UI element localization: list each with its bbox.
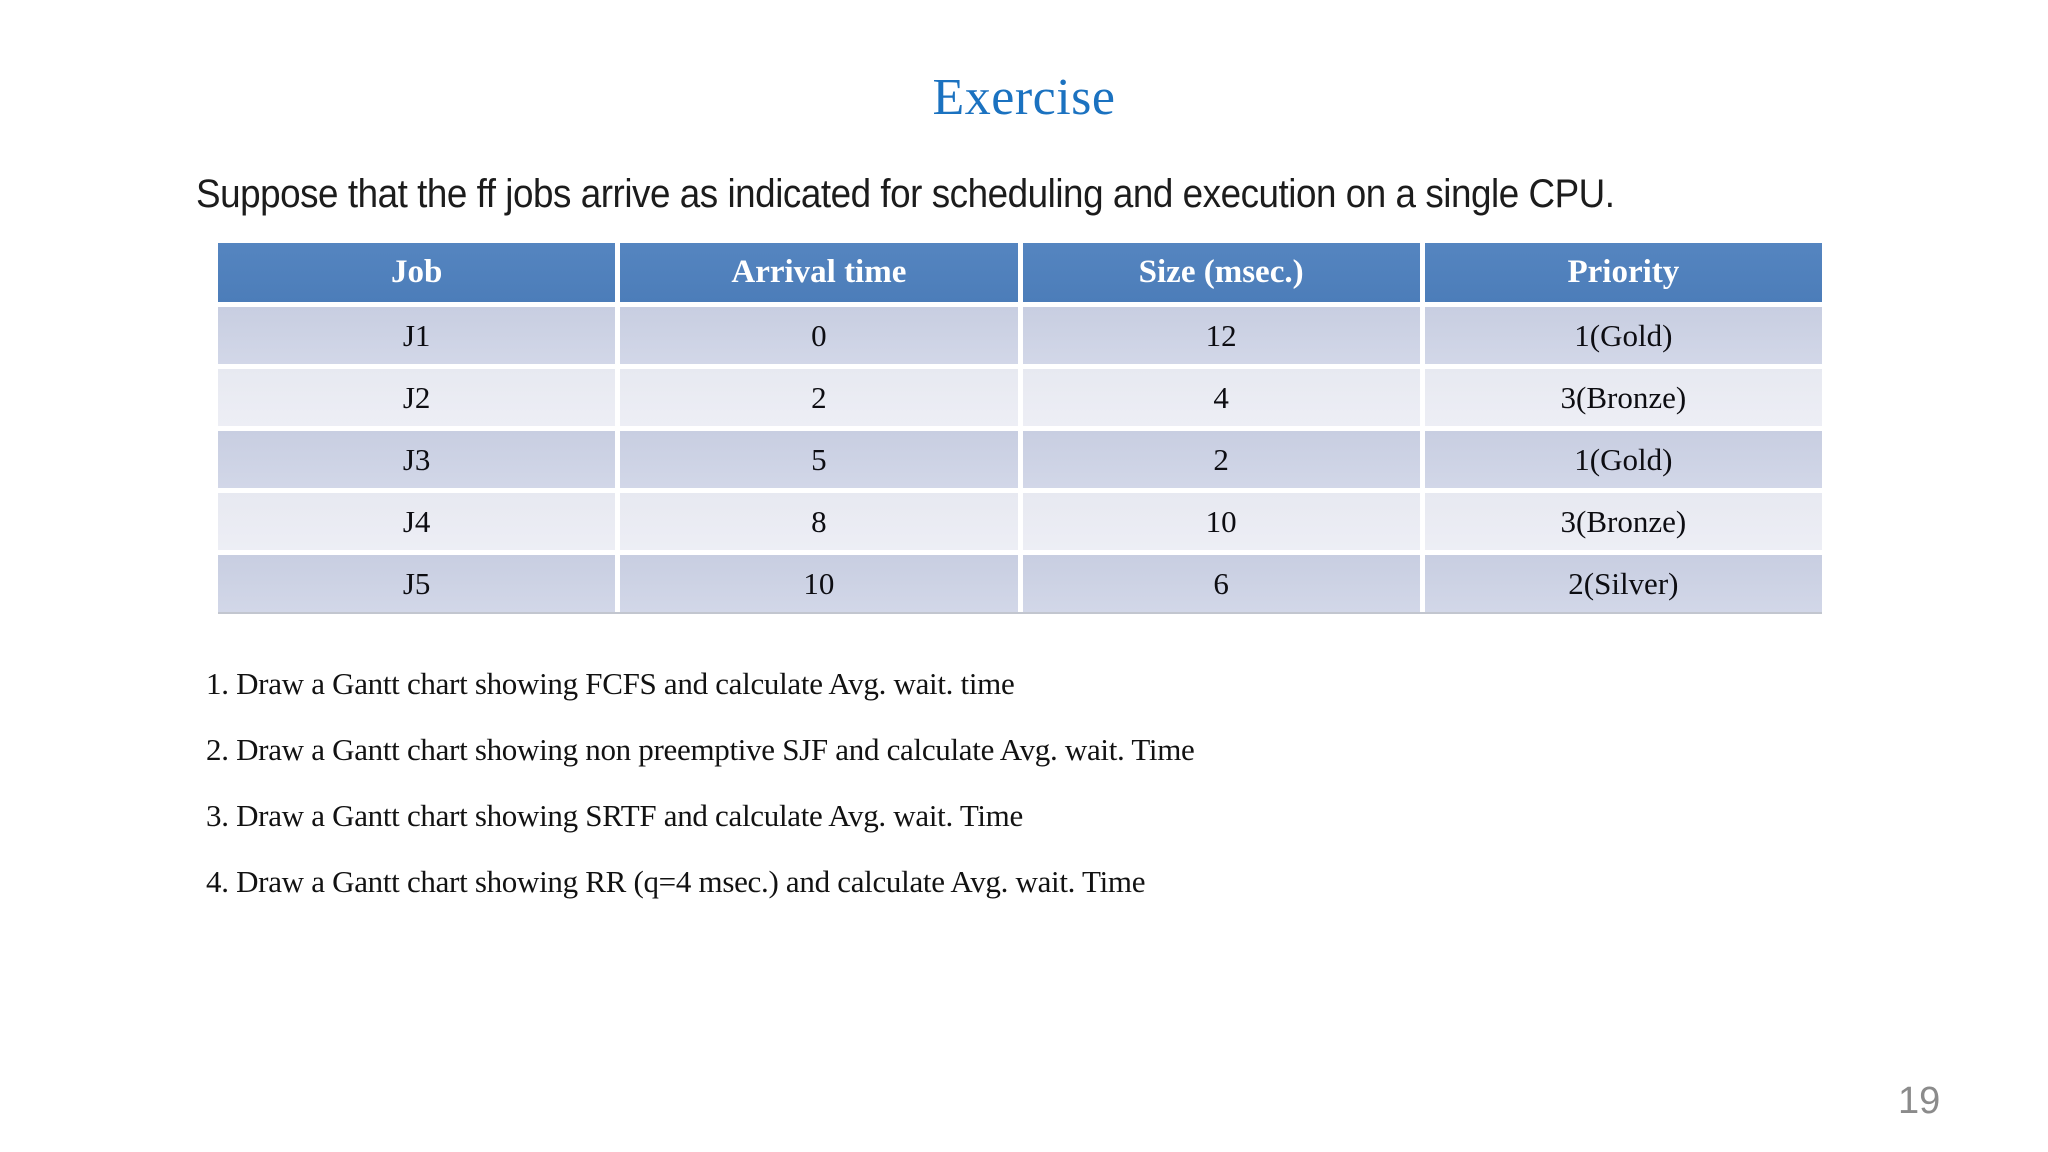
task-item-fcfs: 1. Draw a Gantt chart showing FCFS and c… xyxy=(206,666,1015,701)
table-header-priority: Priority xyxy=(1424,243,1822,302)
table-cell-job: J3 xyxy=(218,431,616,488)
table-cell-priority: 1(Gold) xyxy=(1424,431,1822,488)
task-list: 1. Draw a Gantt chart showing FCFS and c… xyxy=(206,666,1195,900)
table-cell-priority: 3(Bronze) xyxy=(1424,369,1822,426)
jobs-table: Job Arrival time Size (msec.) Priority J… xyxy=(218,243,1822,614)
table-cell-size: 12 xyxy=(1022,307,1420,364)
table-header-arrival-time: Arrival time xyxy=(620,243,1018,302)
table-cell-priority: 3(Bronze) xyxy=(1424,493,1822,550)
table-header-job: Job xyxy=(218,243,616,302)
table-cell-job: J2 xyxy=(218,369,616,426)
table-cell-arrival-time: 8 xyxy=(620,493,1018,550)
table-cell-arrival-time: 10 xyxy=(620,555,1018,612)
task-item-srtf: 3. Draw a Gantt chart showing SRTF and c… xyxy=(206,798,1023,833)
table-cell-size: 4 xyxy=(1022,369,1420,426)
task-item-rr: 4. Draw a Gantt chart showing RR (q=4 ms… xyxy=(206,864,1146,899)
table-cell-size: 10 xyxy=(1022,493,1420,550)
table-cell-arrival-time: 5 xyxy=(620,431,1018,488)
intro-text: Suppose that the ff jobs arrive as indic… xyxy=(196,172,1615,216)
table-cell-job: J4 xyxy=(218,493,616,550)
table-header-size: Size (msec.) xyxy=(1022,243,1420,302)
table-cell-arrival-time: 0 xyxy=(620,307,1018,364)
table-cell-priority: 2(Silver) xyxy=(1424,555,1822,612)
table-cell-arrival-time: 2 xyxy=(620,369,1018,426)
page-number: 19 xyxy=(1898,1080,1941,1122)
slide-title: Exercise xyxy=(932,69,1116,126)
table-cell-job: J5 xyxy=(218,555,616,612)
table-cell-size: 2 xyxy=(1022,431,1420,488)
task-item-sjf: 2. Draw a Gantt chart showing non preemp… xyxy=(206,732,1195,767)
table-cell-priority: 1(Gold) xyxy=(1424,307,1822,364)
table-cell-job: J1 xyxy=(218,307,616,364)
table-cell-size: 6 xyxy=(1022,555,1420,612)
